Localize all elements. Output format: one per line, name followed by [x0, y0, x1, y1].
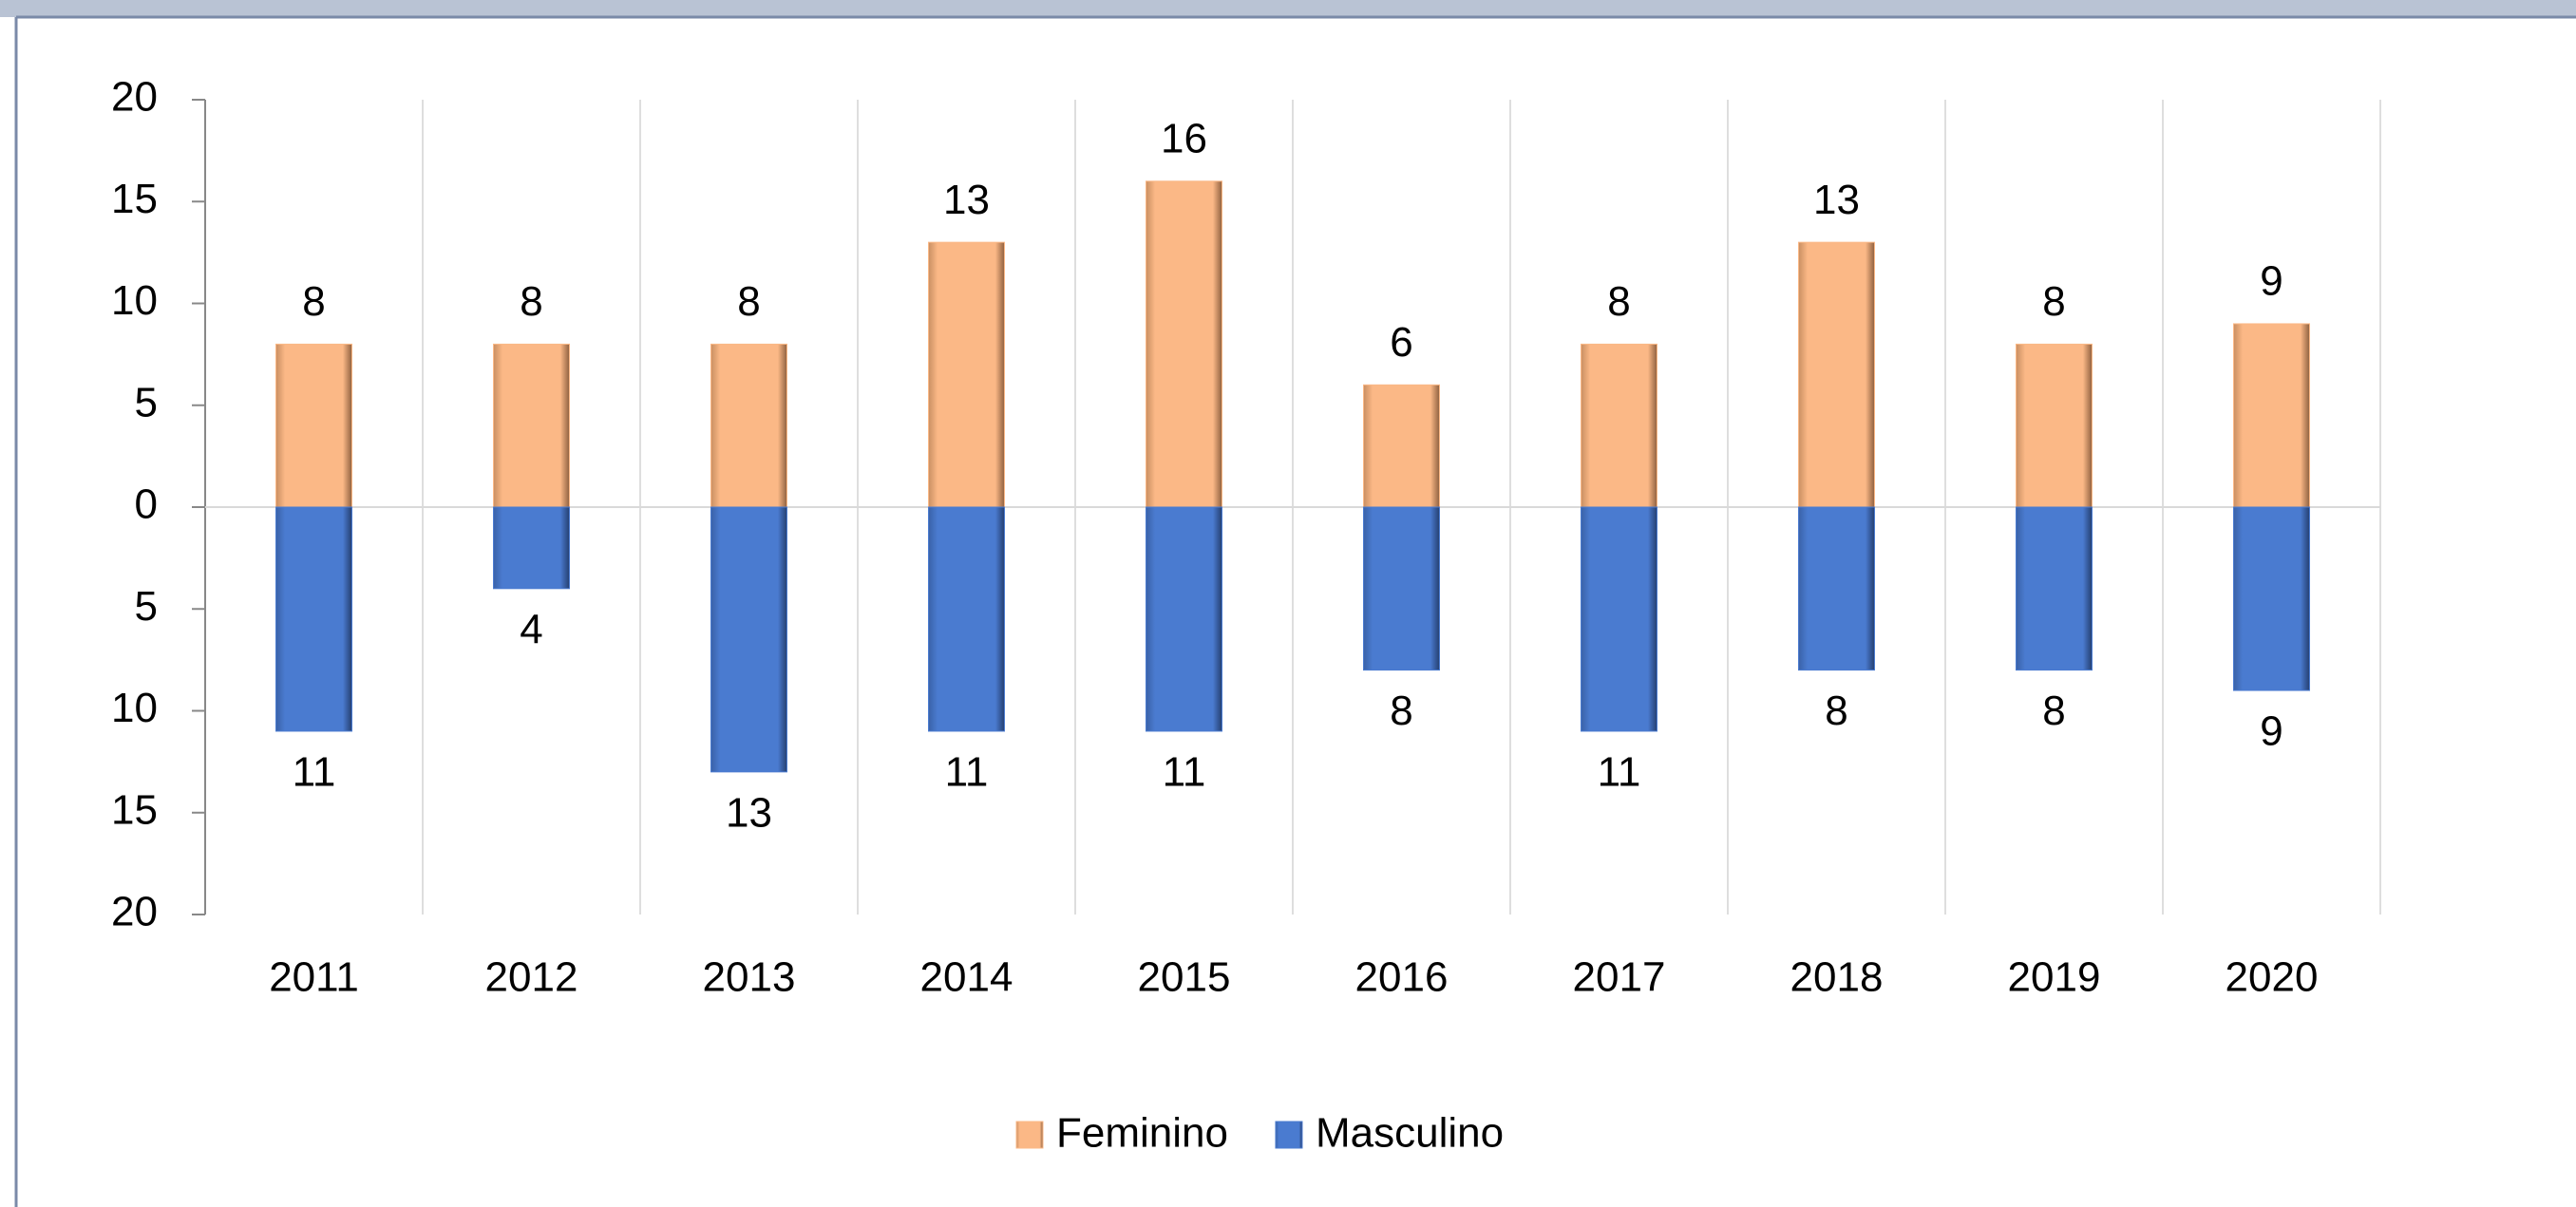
- bar: [928, 506, 1005, 732]
- legend-swatch: [1015, 1121, 1044, 1149]
- x-tick-label: 2014: [920, 954, 1013, 1001]
- data-label: 11: [293, 749, 336, 796]
- y-tick-label: 15: [111, 786, 158, 833]
- data-label: 9: [2260, 258, 2282, 305]
- y-tick-label: 5: [135, 379, 158, 425]
- bar: [1581, 506, 1657, 732]
- bar: [1146, 180, 1222, 508]
- data-label: 11: [945, 749, 989, 796]
- y-tick-label: 10: [111, 685, 158, 731]
- bar: [2016, 343, 2093, 508]
- data-label: 8: [2042, 278, 2065, 325]
- x-tick-label: 2016: [1355, 954, 1449, 1001]
- x-tick-label: 2019: [2008, 954, 2101, 1001]
- bar: [928, 241, 1005, 508]
- data-label: 8: [1607, 278, 1630, 325]
- x-tick-label: 2020: [2226, 954, 2319, 1001]
- y-tick-label: 0: [135, 481, 158, 528]
- data-label: 11: [1163, 749, 1206, 796]
- y-tick-label: 20: [111, 889, 158, 935]
- legend-label: Masculino: [1316, 1110, 1504, 1157]
- bar: [2233, 506, 2310, 691]
- bar: [1363, 506, 1440, 671]
- bar: [493, 343, 570, 508]
- x-tick-label: 2012: [485, 954, 578, 1001]
- bar: [1581, 343, 1657, 508]
- data-label: 8: [1390, 688, 1412, 734]
- bar: [2016, 506, 2093, 671]
- x-tick-label: 2018: [1790, 954, 1884, 1001]
- x-tick-label: 2015: [1138, 954, 1231, 1001]
- x-tick-label: 2013: [703, 954, 796, 1001]
- data-label: 8: [302, 278, 325, 325]
- y-tick-label: 10: [111, 277, 158, 324]
- legend-swatch: [1275, 1121, 1303, 1149]
- window-strip: [0, 0, 2576, 17]
- bar: [1798, 506, 1875, 671]
- data-label: 13: [1813, 177, 1860, 223]
- bar: [275, 506, 352, 732]
- data-label: 8: [1825, 688, 1847, 734]
- bar: [2233, 323, 2310, 508]
- data-label: 13: [943, 177, 990, 223]
- x-tick-label: 2011: [269, 954, 359, 1001]
- bar: [1146, 506, 1222, 732]
- bar: [275, 343, 352, 508]
- y-tick-label: 5: [135, 583, 158, 630]
- bar: [1363, 384, 1440, 508]
- legend-label: Feminino: [1056, 1110, 1228, 1157]
- y-tick-label: 20: [111, 74, 158, 121]
- data-label: 8: [2042, 688, 2065, 734]
- data-label: 11: [1598, 749, 1641, 796]
- bar: [710, 343, 787, 508]
- bar: [493, 506, 570, 590]
- data-label: 8: [520, 278, 542, 325]
- data-label: 4: [520, 606, 542, 652]
- data-label: 16: [1161, 115, 1207, 161]
- bar: [710, 506, 787, 773]
- y-tick-label: 15: [111, 176, 158, 222]
- data-label: 13: [726, 789, 772, 836]
- bar: [1798, 241, 1875, 508]
- data-label: 6: [1390, 319, 1412, 366]
- data-label: 9: [2260, 708, 2282, 755]
- data-label: 8: [737, 278, 760, 325]
- x-tick-label: 2017: [1573, 954, 1666, 1001]
